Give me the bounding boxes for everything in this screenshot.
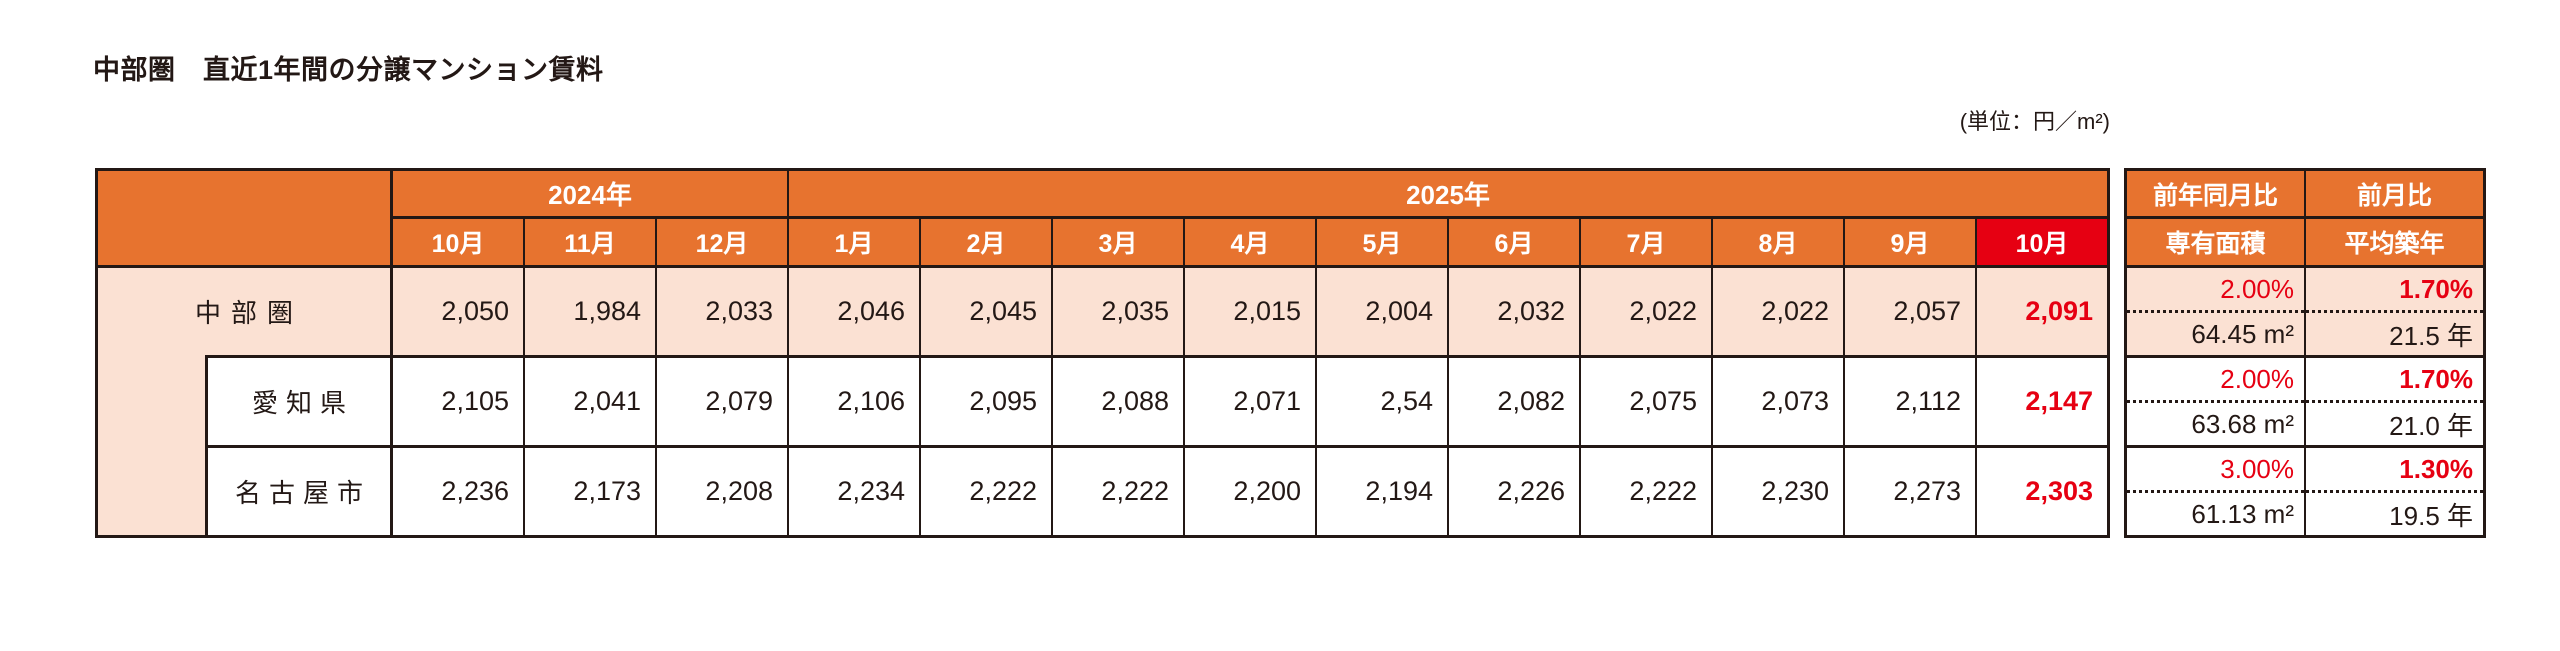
rent-value-cell: 1,984 — [525, 268, 655, 355]
rent-value-cell: 2,236 — [393, 448, 523, 535]
area-value: 63.68 m² — [2127, 400, 2304, 445]
rent-value-cell: 2,079 — [657, 358, 787, 445]
rent-value-cell: 2,022 — [1713, 268, 1843, 355]
month-header-cell: 9月 — [1845, 219, 1975, 265]
mom-percent: 1.70% — [2399, 273, 2473, 304]
page-title: 中部圏 直近1年間の分譲マンション賃料 — [93, 55, 604, 85]
rent-value-cell: 2,222 — [1053, 448, 1183, 535]
rent-value-cell: 2,045 — [921, 268, 1051, 355]
yoy-area-cell: 2.00% 64.45 m² — [2127, 268, 2304, 355]
city-label-nagoya: 名古屋市 — [208, 445, 390, 535]
age-header: 平均築年 — [2306, 219, 2483, 265]
mom-age-cell: 1.70% 21.0 年 — [2306, 358, 2483, 445]
rent-value-cell: 2,234 — [789, 448, 919, 535]
rent-value-cell: 2,035 — [1053, 268, 1183, 355]
month-header-cell: 11月 — [525, 219, 655, 265]
comparison-table: 前年同月比 前月比 専有面積 平均築年 2.00% 64.45 m² 1.70%… — [2124, 168, 2486, 538]
yoy-area-cell: 3.00% 61.13 m² — [2127, 448, 2304, 535]
mom-header: 前月比 — [2306, 171, 2483, 216]
mom-percent: 1.30% — [2399, 453, 2473, 484]
month-header-cell: 1月 — [789, 219, 919, 265]
rent-value-cell: 2,088 — [1053, 358, 1183, 445]
rent-value-cell: 2,033 — [657, 268, 787, 355]
rent-value-cell: 2,54 — [1317, 358, 1447, 445]
age-value: 21.5 年 — [2306, 310, 2483, 355]
yoy-header: 前年同月比 — [2127, 171, 2304, 216]
current-month-value-cell: 2,303 — [1977, 448, 2107, 535]
year-2024-header: 2024年 — [393, 171, 787, 216]
yoy-percent: 2.00% — [2220, 363, 2294, 394]
rent-value-cell: 2,073 — [1713, 358, 1843, 445]
rent-value-cell: 2,082 — [1449, 358, 1579, 445]
yoy-percent: 2.00% — [2220, 273, 2294, 304]
rent-value-cell: 2,112 — [1845, 358, 1975, 445]
rent-value-cell: 2,222 — [921, 448, 1051, 535]
rent-value-cell: 2,208 — [657, 448, 787, 535]
rent-value-cell: 2,015 — [1185, 268, 1315, 355]
rent-value-cell: 2,041 — [525, 358, 655, 445]
rent-value-cell: 2,105 — [393, 358, 523, 445]
age-value: 19.5 年 — [2306, 490, 2483, 535]
month-header-cell: 3月 — [1053, 219, 1183, 265]
rent-value-cell: 2,226 — [1449, 448, 1579, 535]
unit-note: (単位：円／m²) — [1959, 109, 2110, 134]
rent-value-cell: 2,071 — [1185, 358, 1315, 445]
month-header-cell: 8月 — [1713, 219, 1843, 265]
current-month-header-cell: 10月 — [1977, 219, 2107, 265]
month-header-cell: 5月 — [1317, 219, 1447, 265]
rent-value-cell: 2,173 — [525, 448, 655, 535]
rent-value-cell: 2,230 — [1713, 448, 1843, 535]
rent-value-cell: 2,022 — [1581, 268, 1711, 355]
yoy-percent: 3.00% — [2220, 453, 2294, 484]
rent-value-cell: 2,222 — [1581, 448, 1711, 535]
area-value: 61.13 m² — [2127, 490, 2304, 535]
current-month-value-cell: 2,147 — [1977, 358, 2107, 445]
region-label-panel: 中部圏 愛知県 名古屋市 — [95, 268, 390, 538]
month-header-cell: 4月 — [1185, 219, 1315, 265]
rent-value-cell: 2,273 — [1845, 448, 1975, 535]
prefecture-label-aichi: 愛知県 — [251, 388, 354, 418]
age-value: 21.0 年 — [2306, 400, 2483, 445]
sub-region-box: 愛知県 名古屋市 — [205, 355, 390, 538]
month-header-cell: 12月 — [657, 219, 787, 265]
current-month-value-cell: 2,091 — [1977, 268, 2107, 355]
year-2025-header: 2025年 — [789, 171, 2107, 216]
rent-table: 2024年 2025年 10月 11月 12月 1月 2月 3月 4月 5月 6… — [390, 168, 2110, 538]
table-corner-cell — [95, 168, 390, 268]
month-header-cell: 6月 — [1449, 219, 1579, 265]
rent-value-cell: 2,004 — [1317, 268, 1447, 355]
month-header-cell: 2月 — [921, 219, 1051, 265]
mom-age-cell: 1.70% 21.5 年 — [2306, 268, 2483, 355]
mom-percent: 1.70% — [2399, 363, 2473, 394]
area-header: 専有面積 — [2127, 219, 2304, 265]
rent-value-cell: 2,057 — [1845, 268, 1975, 355]
yoy-area-cell: 2.00% 63.68 m² — [2127, 358, 2304, 445]
month-header-cell: 10月 — [393, 219, 523, 265]
rent-value-cell: 2,050 — [393, 268, 523, 355]
rent-value-cell: 2,075 — [1581, 358, 1711, 445]
rent-value-cell: 2,106 — [789, 358, 919, 445]
rent-value-cell: 2,032 — [1449, 268, 1579, 355]
rent-value-cell: 2,194 — [1317, 448, 1447, 535]
rent-value-cell: 2,095 — [921, 358, 1051, 445]
rent-value-cell: 2,046 — [789, 268, 919, 355]
month-header-cell: 7月 — [1581, 219, 1711, 265]
region-label-chubu: 中部圏 — [194, 298, 303, 328]
area-value: 64.45 m² — [2127, 310, 2304, 355]
mom-age-cell: 1.30% 19.5 年 — [2306, 448, 2483, 535]
rent-value-cell: 2,200 — [1185, 448, 1315, 535]
